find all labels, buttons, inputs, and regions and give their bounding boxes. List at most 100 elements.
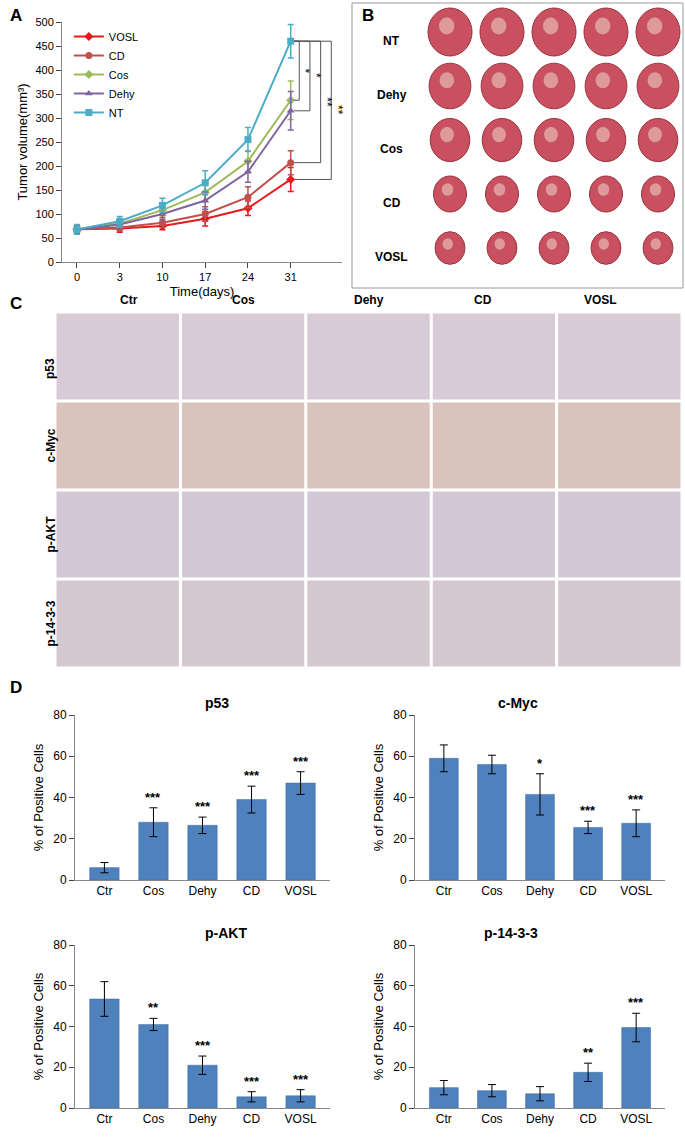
- svg-text:Ctr: Ctr: [436, 884, 452, 898]
- svg-text:Dehy: Dehy: [526, 884, 554, 898]
- svg-text:Cos: Cos: [232, 293, 255, 307]
- svg-text:Time(days): Time(days): [170, 284, 235, 299]
- svg-text:250: 250: [35, 136, 53, 148]
- svg-text:C: C: [10, 294, 22, 313]
- svg-text:400: 400: [35, 64, 53, 76]
- svg-text:***: ***: [293, 754, 309, 769]
- svg-text:3: 3: [117, 271, 123, 283]
- svg-text:p-AKT: p-AKT: [44, 516, 58, 553]
- svg-text:p-14-3-3: p-14-3-3: [484, 925, 538, 941]
- svg-text:% of Positive Cells: % of Positive Cells: [31, 743, 46, 851]
- svg-text:% of Positive Cells: % of Positive Cells: [371, 972, 386, 1080]
- svg-text:p53: p53: [43, 358, 57, 379]
- svg-text:***: ***: [293, 1072, 309, 1087]
- svg-text:Cos: Cos: [143, 884, 164, 898]
- svg-text:% of Positive Cells: % of Positive Cells: [31, 972, 46, 1080]
- svg-text:*: *: [537, 756, 543, 771]
- svg-text:***: ***: [628, 792, 644, 807]
- svg-text:0: 0: [400, 1101, 407, 1115]
- svg-text:***: ***: [195, 1038, 211, 1053]
- svg-text:Tumor volume(mm³): Tumor volume(mm³): [15, 83, 30, 200]
- svg-text:D: D: [10, 678, 22, 697]
- svg-text:% of Positive Cells: % of Positive Cells: [371, 743, 386, 851]
- svg-text:10: 10: [156, 271, 168, 283]
- svg-text:***: ***: [244, 768, 260, 783]
- svg-text:40: 40: [393, 791, 407, 805]
- svg-text:Dehy: Dehy: [354, 293, 384, 307]
- svg-text:450: 450: [35, 40, 53, 52]
- svg-text:20: 20: [393, 832, 407, 846]
- svg-text:80: 80: [53, 708, 67, 722]
- svg-text:20: 20: [53, 1060, 67, 1074]
- svg-text:VOSL: VOSL: [584, 293, 617, 307]
- svg-text:31: 31: [285, 271, 297, 283]
- svg-text:20: 20: [393, 1060, 407, 1074]
- svg-text:60: 60: [53, 749, 67, 763]
- svg-text:Dehy: Dehy: [188, 1112, 216, 1126]
- svg-text:80: 80: [53, 938, 67, 952]
- svg-text:0: 0: [60, 873, 67, 887]
- svg-text:Cos: Cos: [481, 884, 502, 898]
- svg-text:80: 80: [393, 938, 407, 952]
- svg-text:20: 20: [53, 832, 67, 846]
- svg-text:Ctr: Ctr: [96, 1112, 112, 1126]
- svg-text:350: 350: [35, 88, 53, 100]
- svg-text:VOSL: VOSL: [285, 884, 317, 898]
- svg-text:***: ***: [145, 790, 161, 805]
- svg-text:Cos: Cos: [380, 142, 403, 156]
- svg-text:Cos: Cos: [481, 1112, 502, 1126]
- svg-text:CD: CD: [579, 884, 597, 898]
- svg-text:100: 100: [35, 208, 53, 220]
- svg-text:B: B: [362, 6, 374, 25]
- svg-text:0: 0: [60, 1101, 67, 1115]
- svg-text:p53: p53: [205, 695, 229, 711]
- svg-text:***: ***: [195, 799, 211, 814]
- svg-text:Dehy: Dehy: [526, 1112, 554, 1126]
- svg-text:60: 60: [53, 979, 67, 993]
- svg-text:Dehy: Dehy: [109, 88, 135, 100]
- svg-text:CD: CD: [579, 1112, 597, 1126]
- svg-text:**: **: [331, 105, 345, 115]
- svg-text:60: 60: [393, 749, 407, 763]
- svg-text:**: **: [320, 97, 334, 107]
- svg-text:VOSL: VOSL: [620, 884, 652, 898]
- svg-text:50: 50: [42, 232, 54, 244]
- svg-text:Dehy: Dehy: [188, 884, 216, 898]
- svg-text:VOSL: VOSL: [375, 250, 408, 264]
- svg-text:A: A: [10, 6, 22, 25]
- svg-text:CD: CD: [109, 50, 125, 62]
- svg-text:VOSL: VOSL: [285, 1112, 317, 1126]
- svg-text:Ctr: Ctr: [120, 293, 138, 307]
- svg-text:300: 300: [35, 112, 53, 124]
- svg-text:150: 150: [35, 184, 53, 196]
- svg-text:***: ***: [580, 803, 596, 818]
- svg-text:p-14-3-3: p-14-3-3: [44, 600, 58, 646]
- svg-text:VOSL: VOSL: [109, 31, 138, 43]
- svg-text:CD: CD: [474, 293, 492, 307]
- svg-text:200: 200: [35, 160, 53, 172]
- svg-text:Cos: Cos: [109, 69, 129, 81]
- svg-text:0: 0: [48, 256, 54, 268]
- svg-text:0: 0: [400, 873, 407, 887]
- svg-text:17: 17: [199, 271, 211, 283]
- svg-text:*: *: [298, 68, 312, 73]
- svg-text:VOSL: VOSL: [620, 1112, 652, 1126]
- svg-text:Cos: Cos: [143, 1112, 164, 1126]
- svg-text:**: **: [583, 1045, 594, 1060]
- svg-text:24: 24: [242, 271, 254, 283]
- svg-text:***: ***: [628, 995, 644, 1010]
- svg-text:Ctr: Ctr: [96, 884, 112, 898]
- svg-text:Ctr: Ctr: [436, 1112, 452, 1126]
- svg-text:NT: NT: [383, 34, 400, 48]
- svg-text:CD: CD: [243, 884, 261, 898]
- svg-text:c-Myc: c-Myc: [498, 695, 538, 711]
- svg-text:60: 60: [393, 979, 407, 993]
- svg-text:c-Myc: c-Myc: [44, 428, 58, 462]
- svg-text:CD: CD: [243, 1112, 261, 1126]
- svg-text:Dehy: Dehy: [377, 88, 407, 102]
- svg-text:500: 500: [35, 16, 53, 28]
- svg-text:CD: CD: [383, 196, 401, 210]
- svg-text:40: 40: [53, 1020, 67, 1034]
- svg-text:40: 40: [53, 791, 67, 805]
- svg-text:40: 40: [393, 1020, 407, 1034]
